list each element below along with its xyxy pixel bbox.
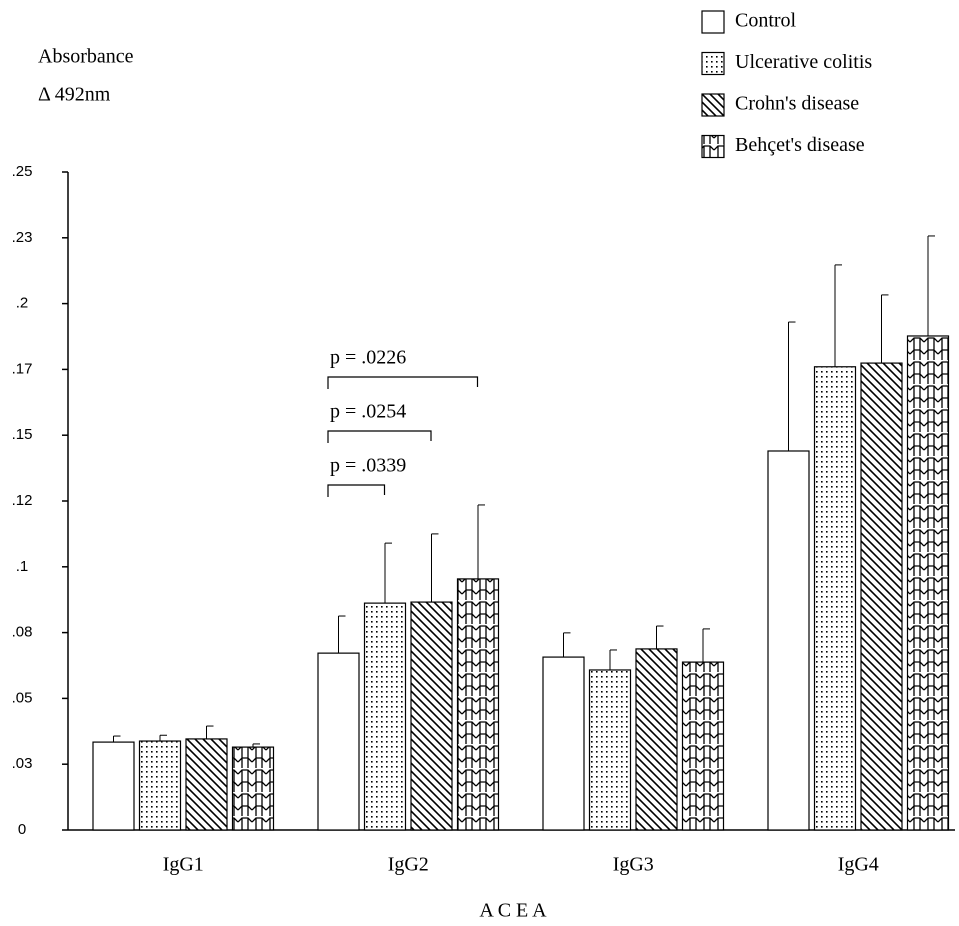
y-tick-label: .23 xyxy=(12,229,33,246)
x-tick-label: IgG1 xyxy=(163,854,204,876)
legend-label: Crohn's disease xyxy=(735,93,859,115)
bar xyxy=(317,652,360,831)
y-axis-label: Absorbance xyxy=(38,46,134,68)
legend-swatch xyxy=(701,134,725,159)
bar xyxy=(185,738,228,831)
bar xyxy=(813,366,857,831)
x-tick-label: IgG4 xyxy=(838,854,879,876)
bar xyxy=(681,661,725,831)
bar xyxy=(138,740,182,831)
legend-swatch xyxy=(701,10,725,34)
y-tick-label: .05 xyxy=(12,689,33,706)
legend-label: Behçet's disease xyxy=(735,134,865,156)
y-tick-label: .12 xyxy=(12,492,33,509)
y-tick-label: .03 xyxy=(12,755,33,772)
bar xyxy=(456,578,500,831)
significance-bracket xyxy=(327,430,432,443)
x-tick-label: IgG3 xyxy=(613,854,654,876)
bar xyxy=(767,450,810,831)
bar xyxy=(542,656,585,831)
annotation: p = .0226 xyxy=(330,347,406,369)
bar xyxy=(588,669,632,831)
bar xyxy=(92,741,135,831)
bar xyxy=(410,601,453,831)
significance-bracket xyxy=(327,484,386,497)
bar xyxy=(906,335,950,831)
bar xyxy=(860,362,903,831)
annotation: p = .0339 xyxy=(330,455,406,477)
bar xyxy=(363,602,407,831)
y-tick-label: .25 xyxy=(12,163,33,180)
legend-label: Ulcerative colitis xyxy=(735,51,872,73)
x-axis-label: A C E A xyxy=(479,900,547,922)
legend-swatch xyxy=(701,93,725,117)
y-tick-label: .2 xyxy=(16,295,29,312)
y-tick-label: .08 xyxy=(12,624,33,641)
annotation: p = .0254 xyxy=(330,401,406,423)
bar xyxy=(231,746,275,831)
y-tick-label: .17 xyxy=(12,360,33,377)
x-tick-label: IgG2 xyxy=(388,854,429,876)
y-tick-label: .1 xyxy=(16,558,29,575)
y-tick-label: 0 xyxy=(18,821,26,838)
y-axis-label: Δ 492nm xyxy=(38,84,111,106)
significance-bracket xyxy=(327,376,479,389)
legend-label: Control xyxy=(735,10,797,32)
y-tick-label: .15 xyxy=(12,426,33,443)
bar xyxy=(635,648,678,831)
legend-swatch xyxy=(701,51,725,76)
